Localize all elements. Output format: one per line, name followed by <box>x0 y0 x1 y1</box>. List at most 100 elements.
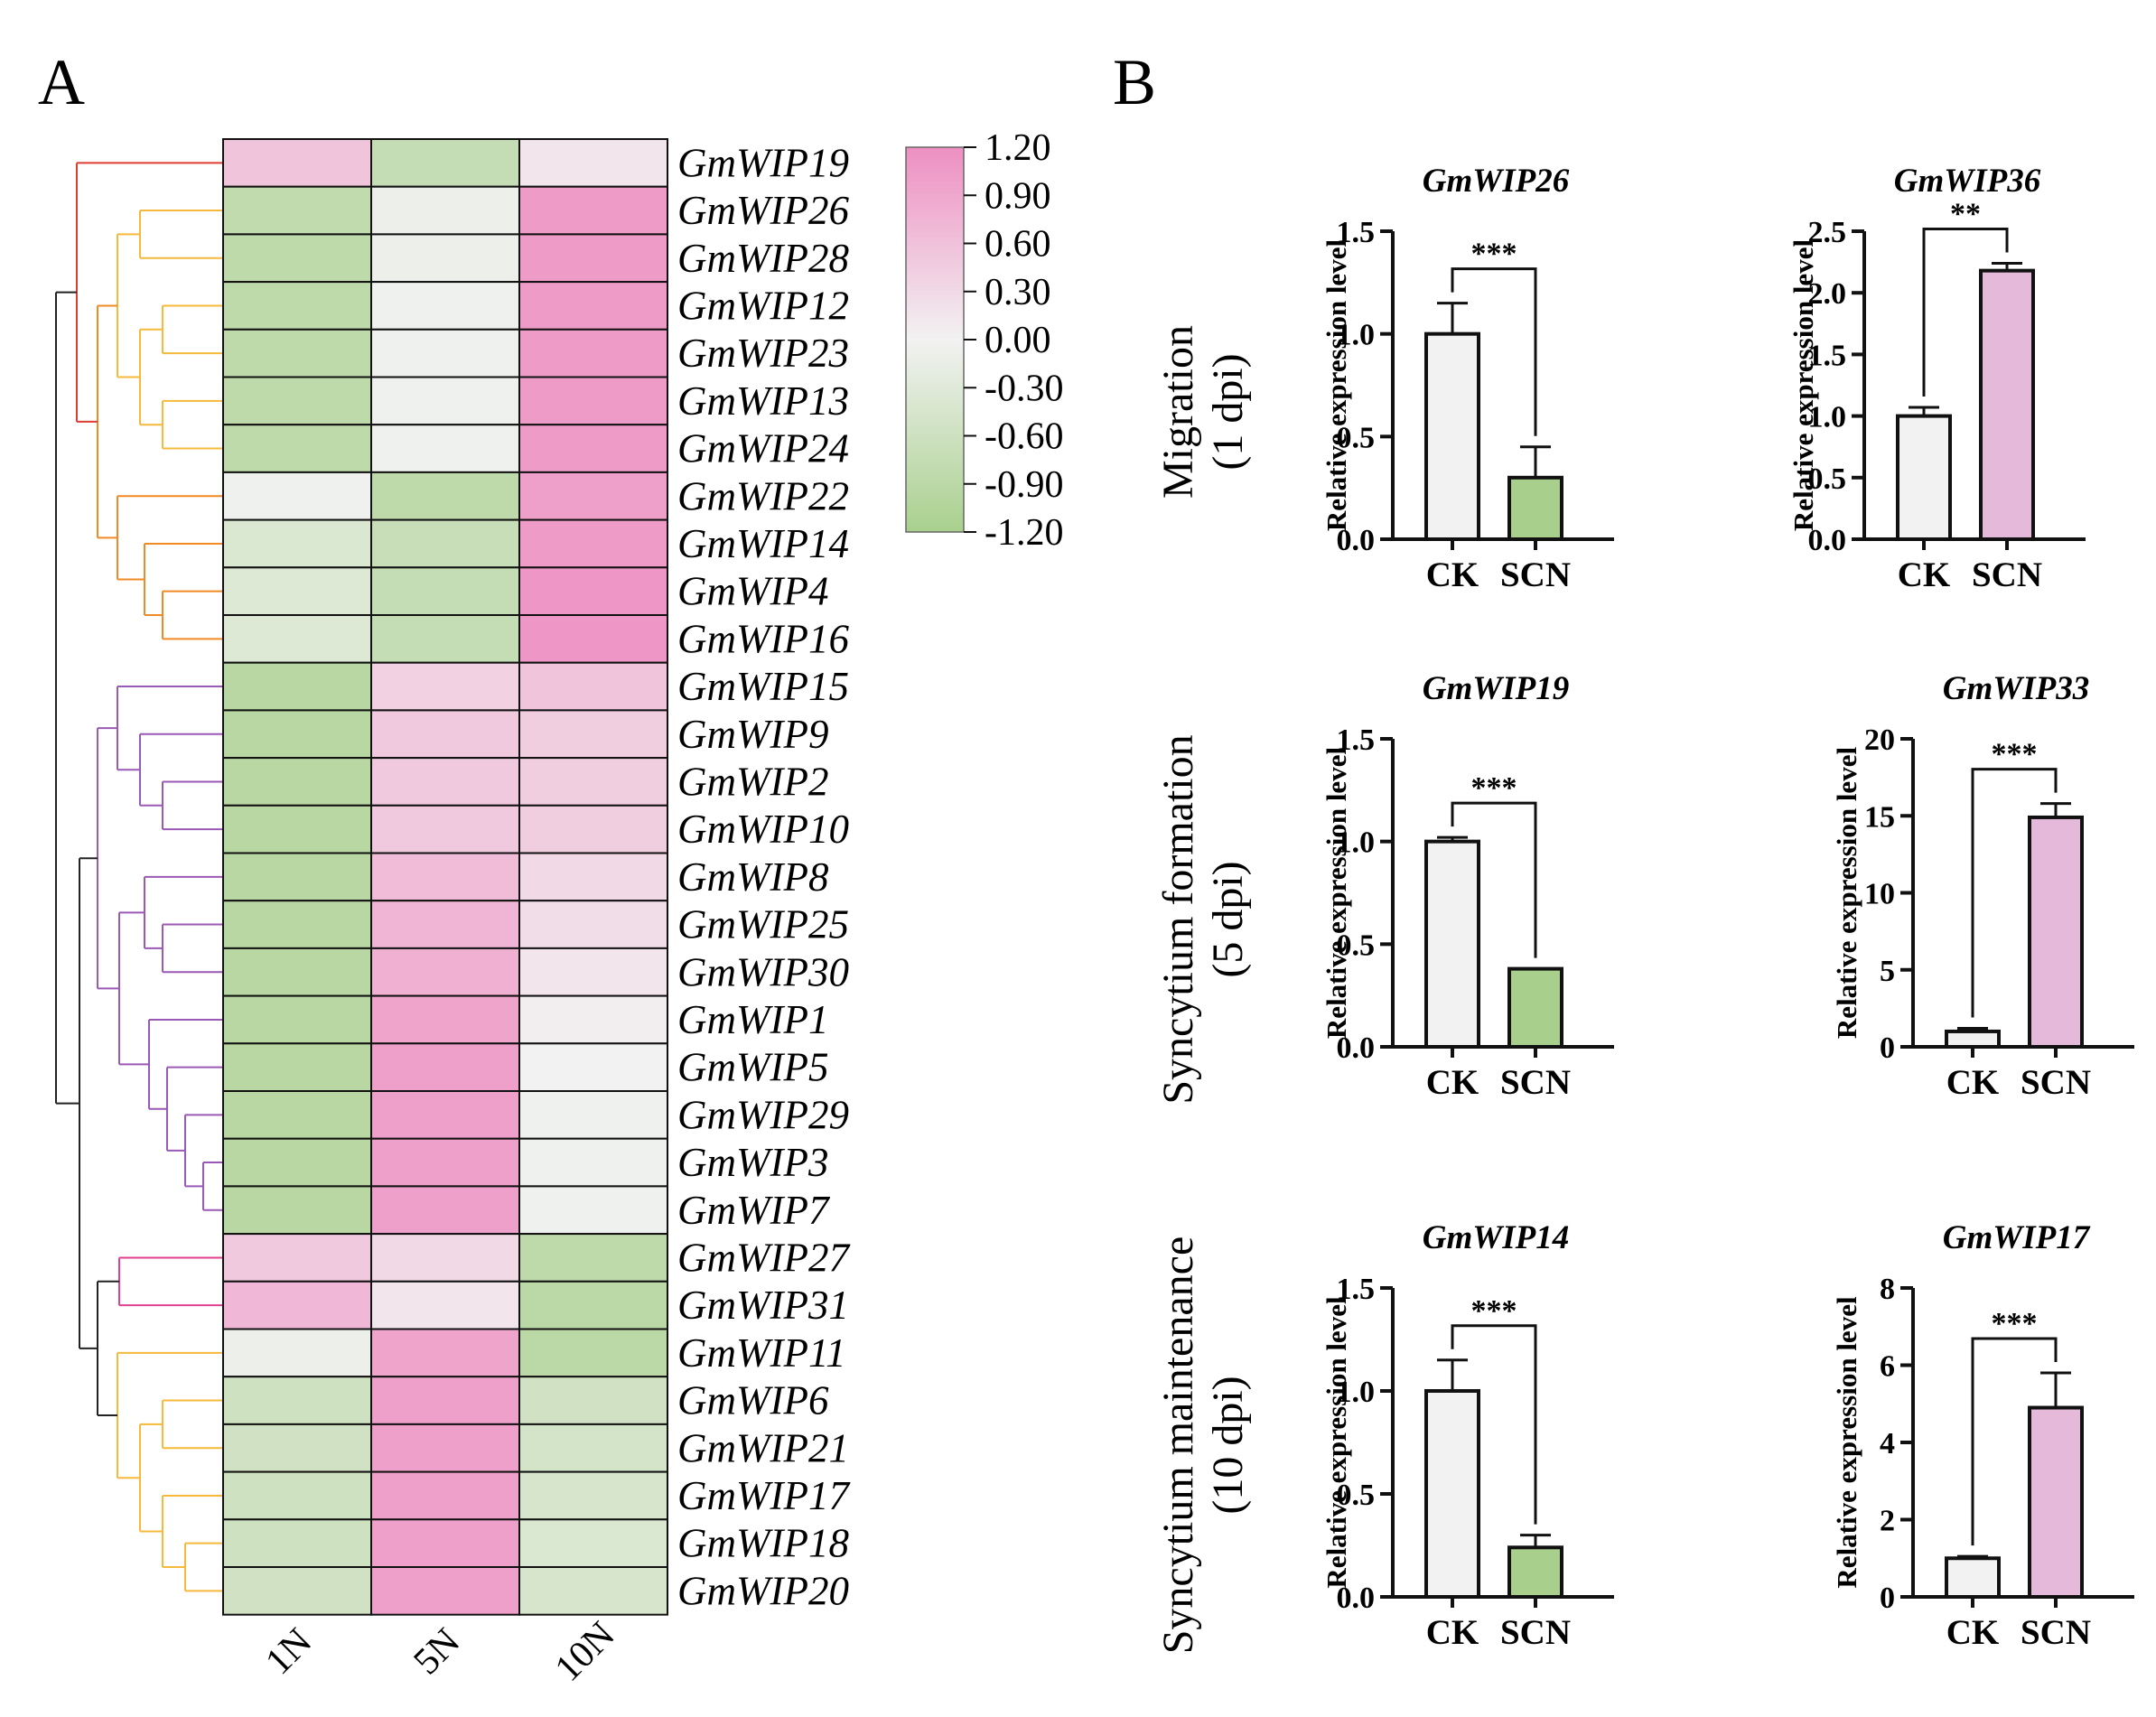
row-label: GmWIP7 <box>677 1188 831 1233</box>
heatmap-cell <box>222 1185 372 1236</box>
y-tick-label: 1.0 <box>1808 401 1847 434</box>
heatmap-cell <box>222 328 372 378</box>
heatmap-cell <box>370 900 520 949</box>
bar-chart-title: GmWIP33 <box>1943 670 2089 707</box>
bar-scn <box>1507 475 1563 541</box>
colorbar-tick-label: 0.30 <box>985 272 1051 313</box>
row-label: GmWIP13 <box>677 378 849 424</box>
y-tick-label: 4 <box>1880 1427 1895 1460</box>
bar-chart-title: GmWIP36 <box>1894 163 2041 200</box>
heatmap-cell <box>222 994 372 1045</box>
heatmap-cell <box>222 518 372 569</box>
significance-bracket <box>1971 768 2058 1018</box>
significance-marker: *** <box>1471 771 1517 805</box>
heatmap-cell <box>222 1328 372 1378</box>
colorbar-tick-label: -1.20 <box>985 512 1064 554</box>
heatmap-cell <box>222 852 372 902</box>
heatmap-cell <box>518 709 668 760</box>
bar-ck <box>1424 1389 1480 1599</box>
significance-marker: ** <box>1950 197 1981 230</box>
row-label: GmWIP26 <box>677 188 849 233</box>
row-label: GmWIP29 <box>677 1092 849 1137</box>
row-label-stage: Migration <box>1154 325 1202 499</box>
bar-ck <box>1945 1029 2001 1049</box>
heatmap-cell <box>518 138 668 188</box>
heatmap-cell <box>370 757 520 807</box>
heatmap-cell <box>370 328 520 378</box>
x-tick-label: CK <box>1426 1063 1479 1102</box>
significance-bracket <box>1971 1337 2058 1546</box>
column-label: 5N <box>406 1620 468 1683</box>
row-label: GmWIP28 <box>677 236 849 281</box>
heatmap-cell <box>518 614 668 664</box>
heatmap-cell <box>370 614 520 664</box>
y-tick-label: 0.5 <box>1337 421 1376 454</box>
y-tick-label: 0.0 <box>1337 1031 1376 1065</box>
bar-scn <box>2028 1405 2084 1600</box>
heatmap-cell <box>370 233 520 284</box>
heatmap-cell <box>370 709 520 760</box>
heatmap-cell <box>518 1328 668 1378</box>
heatmap-cell <box>222 424 372 473</box>
row-label: GmWIP31 <box>677 1283 849 1328</box>
heatmap-cell <box>222 1280 372 1330</box>
row-label: GmWIP18 <box>677 1521 849 1566</box>
y-tick-label: 1.5 <box>1337 216 1376 249</box>
heatmap-cell <box>518 947 668 997</box>
significance-bracket <box>1451 801 1537 958</box>
y-tick-label: 0.5 <box>1337 928 1376 962</box>
x-tick-label: CK <box>1898 555 1951 594</box>
significance-bracket <box>1451 1324 1537 1525</box>
bar-ck <box>1424 839 1480 1050</box>
heatmap-cell <box>222 1137 372 1188</box>
y-tick-label: 1.0 <box>1337 826 1376 860</box>
panel-label-a: A <box>38 46 85 118</box>
row-label: GmWIP19 <box>677 140 849 185</box>
y-tick-label: 2.0 <box>1808 277 1847 311</box>
y-tick-label: 5 <box>1880 955 1895 988</box>
row-label-dpi: (1 dpi) <box>1204 353 1252 470</box>
heatmap-cell <box>222 471 372 521</box>
heatmap-cell <box>222 1423 372 1473</box>
y-tick-label: 0.0 <box>1808 524 1847 557</box>
heatmap-cell <box>370 804 520 854</box>
x-tick-label: SCN <box>1500 1613 1571 1652</box>
y-axis-label: Relative expression level <box>1787 239 1819 532</box>
colorbar-tick-label: -0.60 <box>985 416 1064 458</box>
significance-bracket <box>1451 267 1537 436</box>
column-label: 1N <box>257 1620 320 1683</box>
heatmap-cell <box>370 1233 520 1283</box>
heatmap-cell <box>518 900 668 949</box>
heatmap-cell <box>518 1566 668 1616</box>
heatmap-cell <box>222 661 372 712</box>
heatmap-cell <box>518 1376 668 1425</box>
y-tick-label: 0 <box>1880 1582 1895 1615</box>
heatmap-cell <box>518 424 668 473</box>
colorbar-tick-label: 0.90 <box>985 175 1051 217</box>
y-tick-label: 15 <box>1864 800 1895 834</box>
heatmap-cell <box>222 900 372 949</box>
row-label: GmWIP21 <box>677 1425 849 1470</box>
heatmap-cell <box>518 804 668 854</box>
x-tick-label: CK <box>1946 1613 2000 1652</box>
y-tick-label: 20 <box>1864 723 1895 757</box>
colorbar: 1.20 0.90 0.60 0.30 0.00 -0.30 -0.60 -0.90 -1.20 <box>905 127 1064 554</box>
row-label: GmWIP9 <box>677 712 828 757</box>
row-label: GmWIP10 <box>677 807 849 852</box>
heatmap-cell <box>518 471 668 521</box>
heatmap-cell <box>370 376 520 426</box>
heatmap-cell <box>370 185 520 236</box>
heatmap-cell <box>222 566 372 616</box>
y-axis-label: Relative expression level <box>1831 747 1862 1040</box>
row-label: GmWIP2 <box>677 759 828 804</box>
heatmap-cell <box>370 1090 520 1140</box>
heatmap-cell <box>518 1185 668 1236</box>
y-axis-label: Relative expression level <box>1321 747 1352 1040</box>
heatmap-cell <box>518 1042 668 1093</box>
row-label-stage: Syncytium maintenance <box>1154 1236 1202 1655</box>
heatmap-cell <box>370 947 520 997</box>
y-tick-label: 2 <box>1880 1505 1895 1538</box>
bar-chart-title: GmWIP17 <box>1943 1219 2091 1256</box>
bar-chart-title: GmWIP14 <box>1423 1219 1569 1256</box>
bar-chart-title: GmWIP26 <box>1423 163 1570 200</box>
